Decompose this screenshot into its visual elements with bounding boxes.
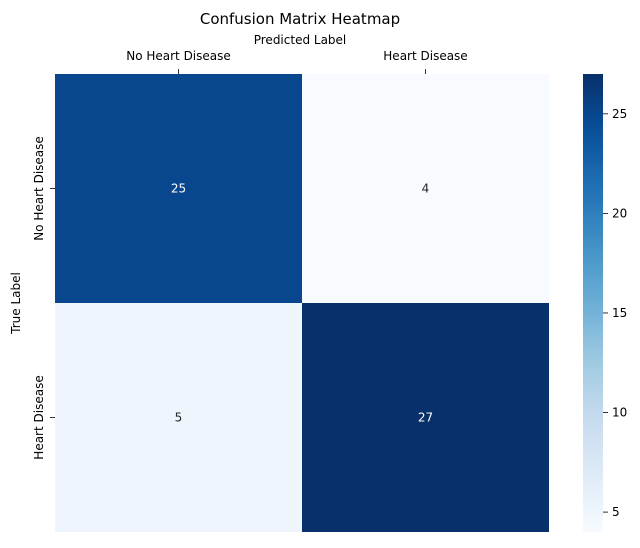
cell-annotation-1-0: 5 [175, 411, 183, 425]
heatmap-cell-1-0 [55, 303, 302, 532]
chart-title: Confusion Matrix Heatmap [200, 10, 400, 28]
heatmap-cells [55, 74, 549, 532]
y-axis-label: True Label [9, 272, 23, 335]
x-tick-label: Heart Disease [383, 49, 467, 63]
colorbar-tick-label: 10 [612, 406, 627, 420]
cell-annotation-1-1: 27 [418, 411, 433, 425]
y-tick-label: Heart Disease [32, 375, 46, 459]
cell-annotation-0-1: 4 [422, 182, 430, 196]
cell-annotation-0-0: 25 [171, 182, 186, 196]
colorbar-ticks: 5 10 15 20 25 [603, 107, 627, 519]
x-axis-ticks: No Heart Disease Heart Disease [126, 49, 468, 74]
x-axis-label: Predicted Label [254, 33, 347, 47]
y-axis-ticks: No Heart Disease Heart Disease [32, 136, 55, 460]
colorbar-tick-label: 25 [612, 107, 627, 121]
heatmap-cell-1-1 [302, 303, 549, 532]
colorbar-tick-label: 15 [612, 306, 627, 320]
colorbar [583, 74, 603, 532]
colorbar-tick-label: 5 [612, 505, 620, 519]
heatmap-cell-0-0 [55, 74, 302, 303]
y-tick-label: No Heart Disease [32, 136, 46, 241]
colorbar-tick-label: 20 [612, 206, 627, 220]
cell-annotations: 25 4 5 27 [171, 182, 433, 425]
x-tick-label: No Heart Disease [126, 49, 231, 63]
heatmap-cell-0-1 [302, 74, 549, 303]
